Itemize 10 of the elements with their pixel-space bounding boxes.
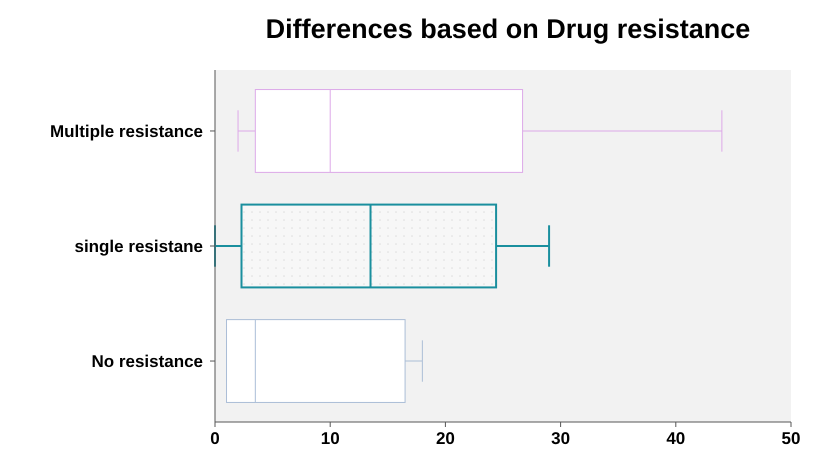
y-tick-label: Multiple resistance <box>50 122 203 141</box>
x-tick-label: 20 <box>436 429 455 448</box>
x-tick-label: 0 <box>210 429 220 448</box>
x-tick-label: 50 <box>782 429 800 448</box>
x-tick-label: 10 <box>320 429 340 448</box>
y-tick-label: No resistance <box>92 352 203 371</box>
x-tick-label: 30 <box>551 429 570 448</box>
x-tick-label: 40 <box>666 429 686 448</box>
chart-title: Differences based on Drug resistance <box>266 14 750 44</box>
y-tick-label: single resistane <box>74 236 203 256</box>
